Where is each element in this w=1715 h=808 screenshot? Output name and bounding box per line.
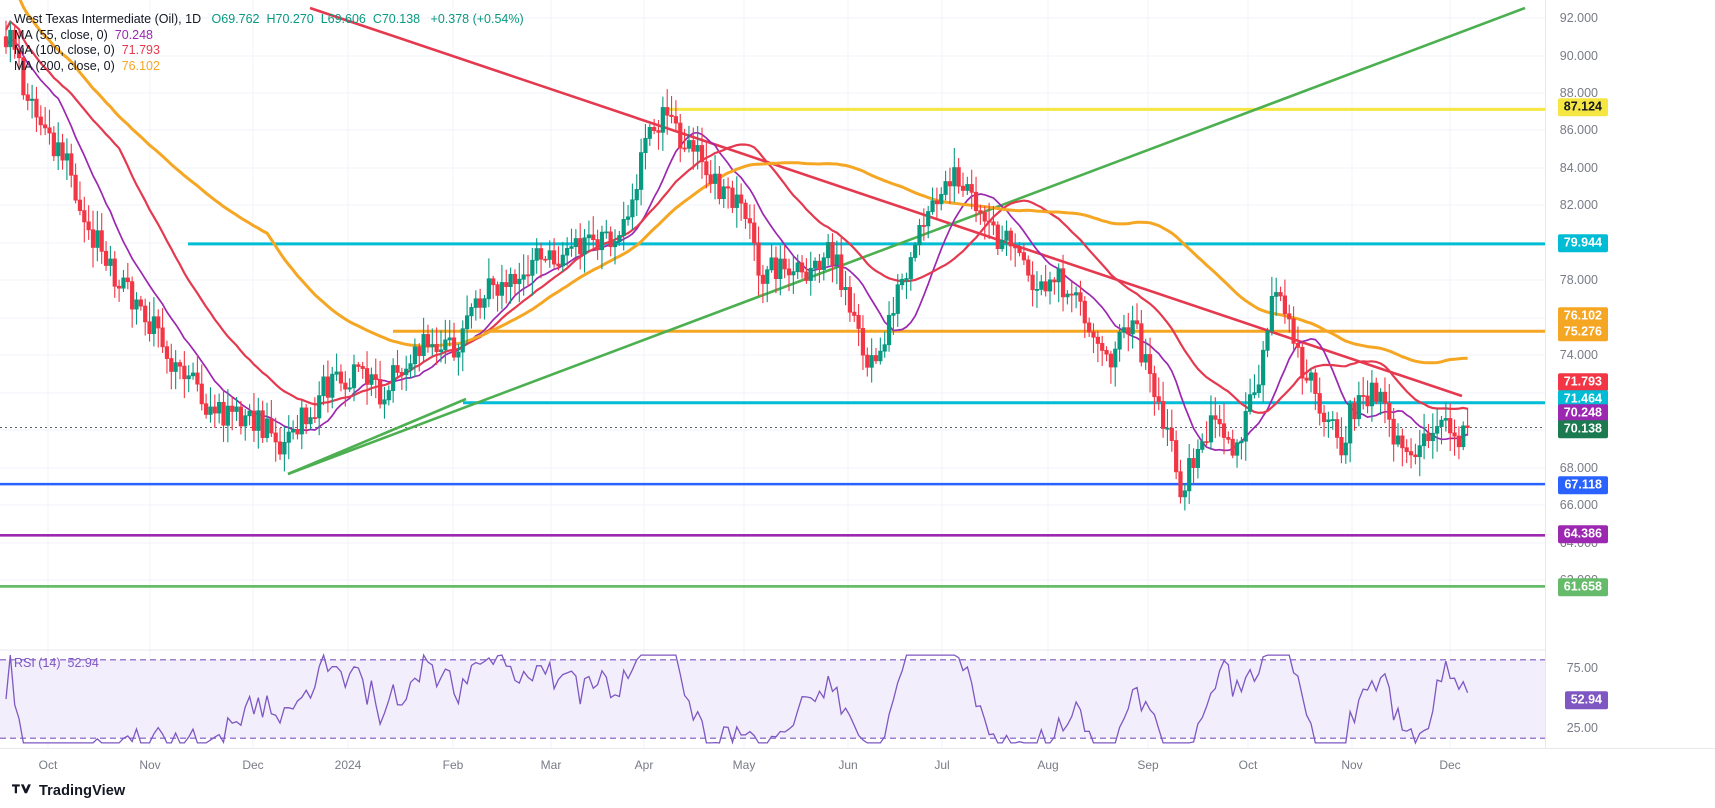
time-tick-label: Sep bbox=[1137, 758, 1159, 772]
rsi-value: 52.94 bbox=[67, 656, 99, 670]
rsi-label: RSI (14) bbox=[14, 656, 61, 670]
descending-resistance-line bbox=[309, 6, 1463, 398]
ascending-support-line bbox=[287, 6, 1526, 476]
time-tick-label: Nov bbox=[1341, 758, 1363, 772]
time-tick-label: Apr bbox=[634, 758, 654, 772]
rsi-line bbox=[5, 652, 1469, 745]
time-tick-label: Oct bbox=[1238, 758, 1258, 772]
price-tick-label: 66.000 bbox=[1559, 498, 1598, 512]
ma-100-line bbox=[5, 19, 1468, 414]
price-tag-ma100[interactable]: 71.793 bbox=[1557, 373, 1608, 391]
time-tick-label: Dec bbox=[1439, 758, 1461, 772]
price-tag-ma55[interactable]: 70.248 bbox=[1557, 404, 1608, 422]
price-tick-label: 90.000 bbox=[1559, 49, 1598, 63]
time-tick-label: Jul bbox=[934, 758, 950, 772]
price-tag-purple-level[interactable]: 64.386 bbox=[1557, 525, 1608, 543]
rsi-band bbox=[0, 659, 1545, 739]
rsi-tick-label: 25.00 bbox=[1566, 721, 1598, 735]
price-tag-blue-level[interactable]: 67.118 bbox=[1558, 476, 1608, 494]
time-tick-label: May bbox=[732, 758, 756, 772]
price-tick-label: 86.000 bbox=[1559, 123, 1598, 137]
tradingview-branding[interactable]: TradingView bbox=[12, 783, 125, 799]
chart-canvas[interactable] bbox=[0, 0, 1545, 748]
price-tick-label: 68.000 bbox=[1559, 461, 1598, 475]
ma-200-line bbox=[18, 0, 1468, 365]
price-tick-label: 84.000 bbox=[1559, 161, 1598, 175]
time-scale[interactable]: Oct Nov Dec 2024 Feb Mar Apr May Jun Jul Aug Sep Oct… bbox=[0, 748, 1715, 779]
time-tick-label: Nov bbox=[139, 758, 161, 772]
price-tag-cyan-support[interactable]: 71.464 bbox=[1557, 390, 1608, 408]
time-tick-label: Dec bbox=[242, 758, 264, 772]
time-tick-label: Oct bbox=[38, 758, 58, 772]
price-tag-ma200[interactable]: 76.102 bbox=[1557, 307, 1608, 325]
rsi-series bbox=[0, 652, 1545, 745]
price-series-layer bbox=[0, 0, 1545, 745]
rsi-legend[interactable]: RSI (14) 52.94 bbox=[14, 656, 99, 670]
bottom-bar: TradingView bbox=[0, 778, 1715, 808]
price-tick-label: 82.000 bbox=[1559, 198, 1598, 212]
time-tick-label: Jun bbox=[838, 758, 858, 772]
price-tag-green-level[interactable]: 61.658 bbox=[1557, 578, 1608, 596]
price-tick-label: 78.000 bbox=[1559, 273, 1598, 287]
price-scale[interactable]: 92.00090.00088.00086.00084.00082.00080.0… bbox=[1545, 0, 1715, 748]
time-tick-label: Feb bbox=[442, 758, 464, 772]
candlestick-series bbox=[3, 20, 1470, 511]
time-tick-label: Mar bbox=[540, 758, 562, 772]
time-tick-label: 2024 bbox=[334, 758, 362, 772]
ascending-channel-segment bbox=[287, 397, 467, 476]
time-tick-label: Aug bbox=[1037, 758, 1059, 772]
tradingview-logo-icon bbox=[12, 784, 31, 794]
horizontal-levels bbox=[0, 107, 1545, 588]
rsi-tick-label: 75.00 bbox=[1566, 661, 1598, 675]
price-tick-label: 74.000 bbox=[1559, 348, 1598, 362]
price-tick-label: 88.000 bbox=[1559, 86, 1598, 100]
price-tag-cyan-level[interactable]: 79.944 bbox=[1557, 234, 1608, 252]
price-tick-label: 92.000 bbox=[1559, 11, 1598, 25]
price-tag-orange-level[interactable]: 75.276 bbox=[1557, 323, 1608, 341]
price-tag-last-price[interactable]: 70.138 bbox=[1557, 420, 1608, 438]
price-tag-yellow-resistance[interactable]: 87.124 bbox=[1557, 98, 1608, 116]
tradingview-wordmark: TradingView bbox=[39, 783, 126, 799]
trendlines bbox=[287, 6, 1526, 476]
rsi-value-tag[interactable]: 52.94 bbox=[1564, 691, 1608, 709]
